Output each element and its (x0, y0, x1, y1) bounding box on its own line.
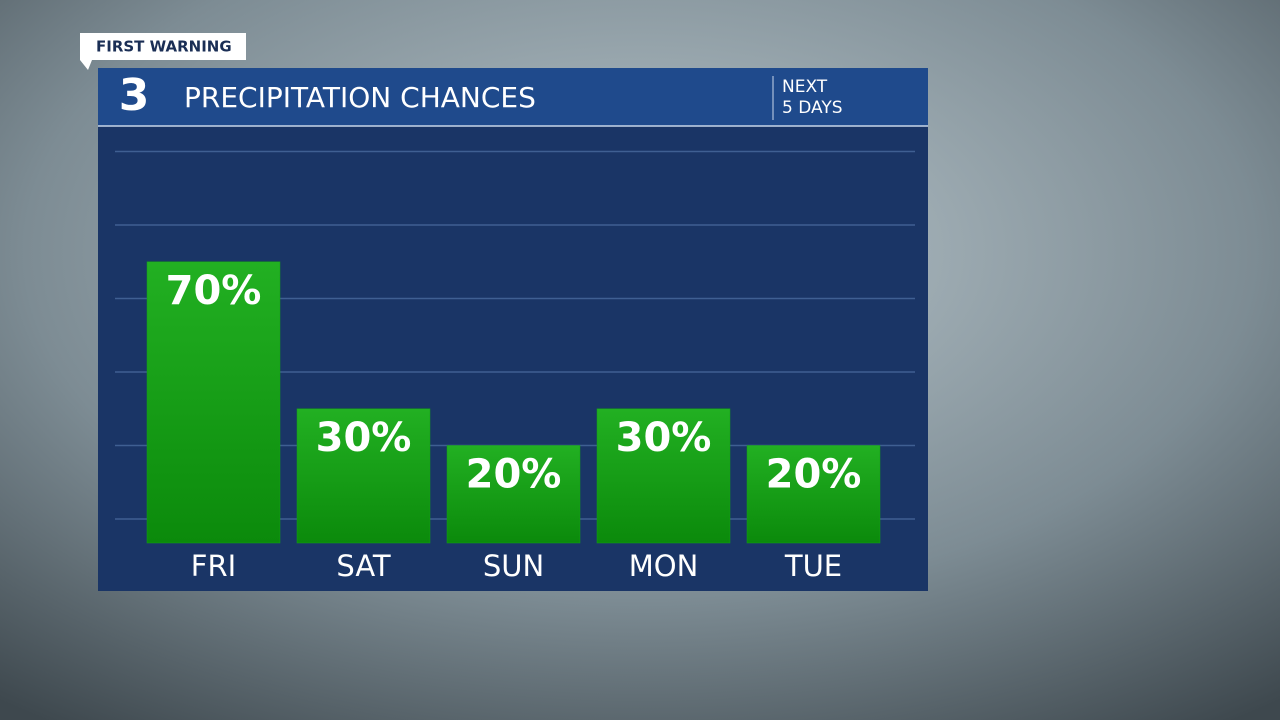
x-tick-label: SUN (483, 549, 544, 583)
bar (746, 445, 881, 544)
value-label: 20% (466, 452, 562, 498)
value-label: 70% (166, 268, 262, 314)
bar (596, 408, 731, 544)
value-label: 30% (616, 415, 712, 461)
x-tick-label: TUE (784, 549, 842, 583)
bar (296, 408, 431, 544)
bar (146, 261, 281, 544)
x-tick-label: SAT (336, 549, 391, 583)
x-tick-label: FRI (191, 549, 236, 583)
value-label: 20% (766, 452, 862, 498)
chart-title: PRECIPITATION CHANCES (184, 81, 536, 114)
bar (446, 445, 581, 544)
tag-line: NEXT (782, 77, 828, 97)
value-label: 30% (316, 415, 412, 461)
badge-box (80, 33, 246, 70)
tag-line: 5 DAYS (782, 98, 843, 118)
x-tick-label: MON (629, 549, 699, 583)
panel-header (98, 68, 928, 126)
logo: 3 (119, 70, 150, 121)
badge: FIRST WARNING (96, 38, 232, 56)
